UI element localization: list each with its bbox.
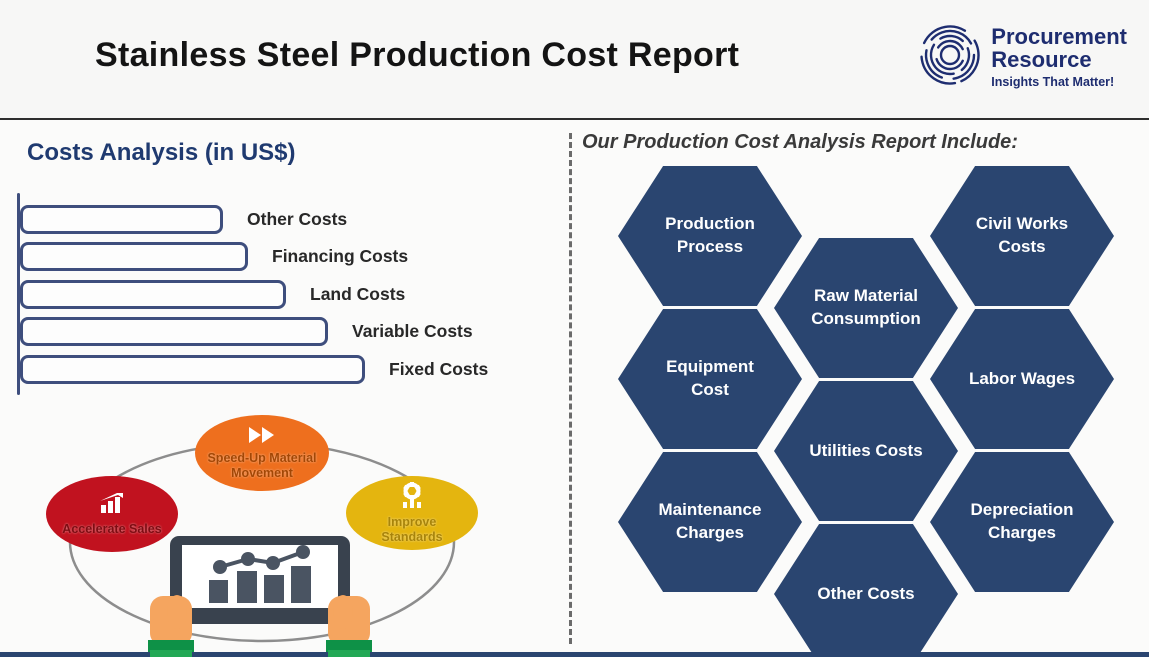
bar-other-costs	[20, 205, 223, 234]
hex-labor-wages: Labor Wages	[930, 309, 1114, 449]
hex-label: Equipment Cost	[666, 357, 754, 399]
hex-raw-material-consumption: Raw Material Consumption	[774, 238, 958, 378]
bar-land-costs	[20, 280, 286, 309]
bar-financing-costs	[20, 242, 248, 271]
logo-name-line1: Procurement	[991, 24, 1127, 50]
hex-equipment-cost: Equipment Cost	[618, 309, 802, 449]
accelerate-sales-bubble: Accelerate Sales	[46, 476, 178, 552]
bubble-label: Speed-Up Material Movement	[207, 451, 317, 480]
bar-row-other-costs: Other Costs	[20, 205, 347, 234]
hex-label: Production Process	[665, 214, 755, 256]
improve-standards-bubble: Improve Standards	[346, 476, 478, 550]
maze-circle-icon	[919, 24, 981, 91]
bar-row-land-costs: Land Costs	[20, 280, 405, 309]
costs-analysis-title: Costs Analysis (in US$)	[27, 139, 296, 166]
hex-maintenance-charges: Maintenance Charges	[618, 452, 802, 592]
logo: Procurement Resource Insights That Matte…	[919, 24, 1127, 91]
bar-variable-costs	[20, 317, 328, 346]
bar-label: Land Costs	[310, 284, 406, 304]
hex-other-costs: Other Costs	[774, 524, 958, 657]
bubble-label: Accelerate Sales	[62, 522, 162, 537]
illustration-scene	[68, 441, 456, 657]
gear-icon	[397, 482, 427, 513]
hex-utilities-costs: Utilities Costs	[774, 381, 958, 521]
speed-up-bubble: Speed-Up Material Movement	[195, 415, 329, 491]
bubble-label: Improve Standards	[381, 515, 443, 544]
bar-row-variable-costs: Variable Costs	[20, 317, 473, 346]
panel-divider	[569, 133, 572, 644]
bar-label: Other Costs	[247, 209, 348, 229]
hex-label: Depreciation Charges	[970, 500, 1074, 542]
hex-label: Labor Wages	[968, 368, 1076, 388]
growth-chart-icon	[97, 491, 127, 520]
bar-fixed-costs	[20, 355, 365, 384]
bottom-accent-bar	[0, 652, 1149, 657]
right-hand-icon	[326, 595, 372, 657]
hex-label: Maintenance Charges	[658, 500, 762, 542]
left-hand-icon	[148, 595, 194, 657]
page-title: Stainless Steel Production Cost Report	[95, 36, 740, 74]
costs-bar-chart: Other Costs Financing Costs Land Costs V…	[17, 193, 557, 395]
logo-name-line2: Resource	[991, 46, 1092, 72]
bar-label: Variable Costs	[352, 321, 473, 341]
tablet-bar-chart	[209, 566, 311, 603]
hex-label: Other Costs	[817, 583, 915, 603]
logo-text: Procurement Resource Insights That Matte…	[991, 24, 1127, 90]
header: Stainless Steel Production Cost Report P…	[0, 0, 1149, 120]
chart-y-axis	[17, 193, 20, 395]
tablet-icon	[170, 536, 350, 624]
hex-label: Civil Works Costs	[975, 214, 1069, 256]
bar-label: Fixed Costs	[389, 359, 489, 379]
fast-forward-icon	[247, 426, 277, 449]
hex-label: Raw Material Consumption	[811, 286, 921, 328]
logo-tagline: Insights That Matter!	[991, 75, 1115, 90]
bar-row-fixed-costs: Fixed Costs	[20, 355, 488, 384]
tablet-line-chart	[213, 545, 310, 574]
report-include-title: Our Production Cost Analysis Report Incl…	[582, 131, 1018, 153]
growth-illustration: Accelerate Sales Speed-Up Material Movem…	[0, 400, 570, 657]
hex-depreciation-charges: Depreciation Charges	[930, 452, 1114, 592]
bar-row-financing-costs: Financing Costs	[20, 242, 408, 271]
hex-label: Utilities Costs	[809, 440, 923, 460]
hex-production-process: Production Process	[618, 166, 802, 306]
bar-label: Financing Costs	[272, 246, 409, 266]
hex-civil-works-costs: Civil Works Costs	[930, 166, 1114, 306]
